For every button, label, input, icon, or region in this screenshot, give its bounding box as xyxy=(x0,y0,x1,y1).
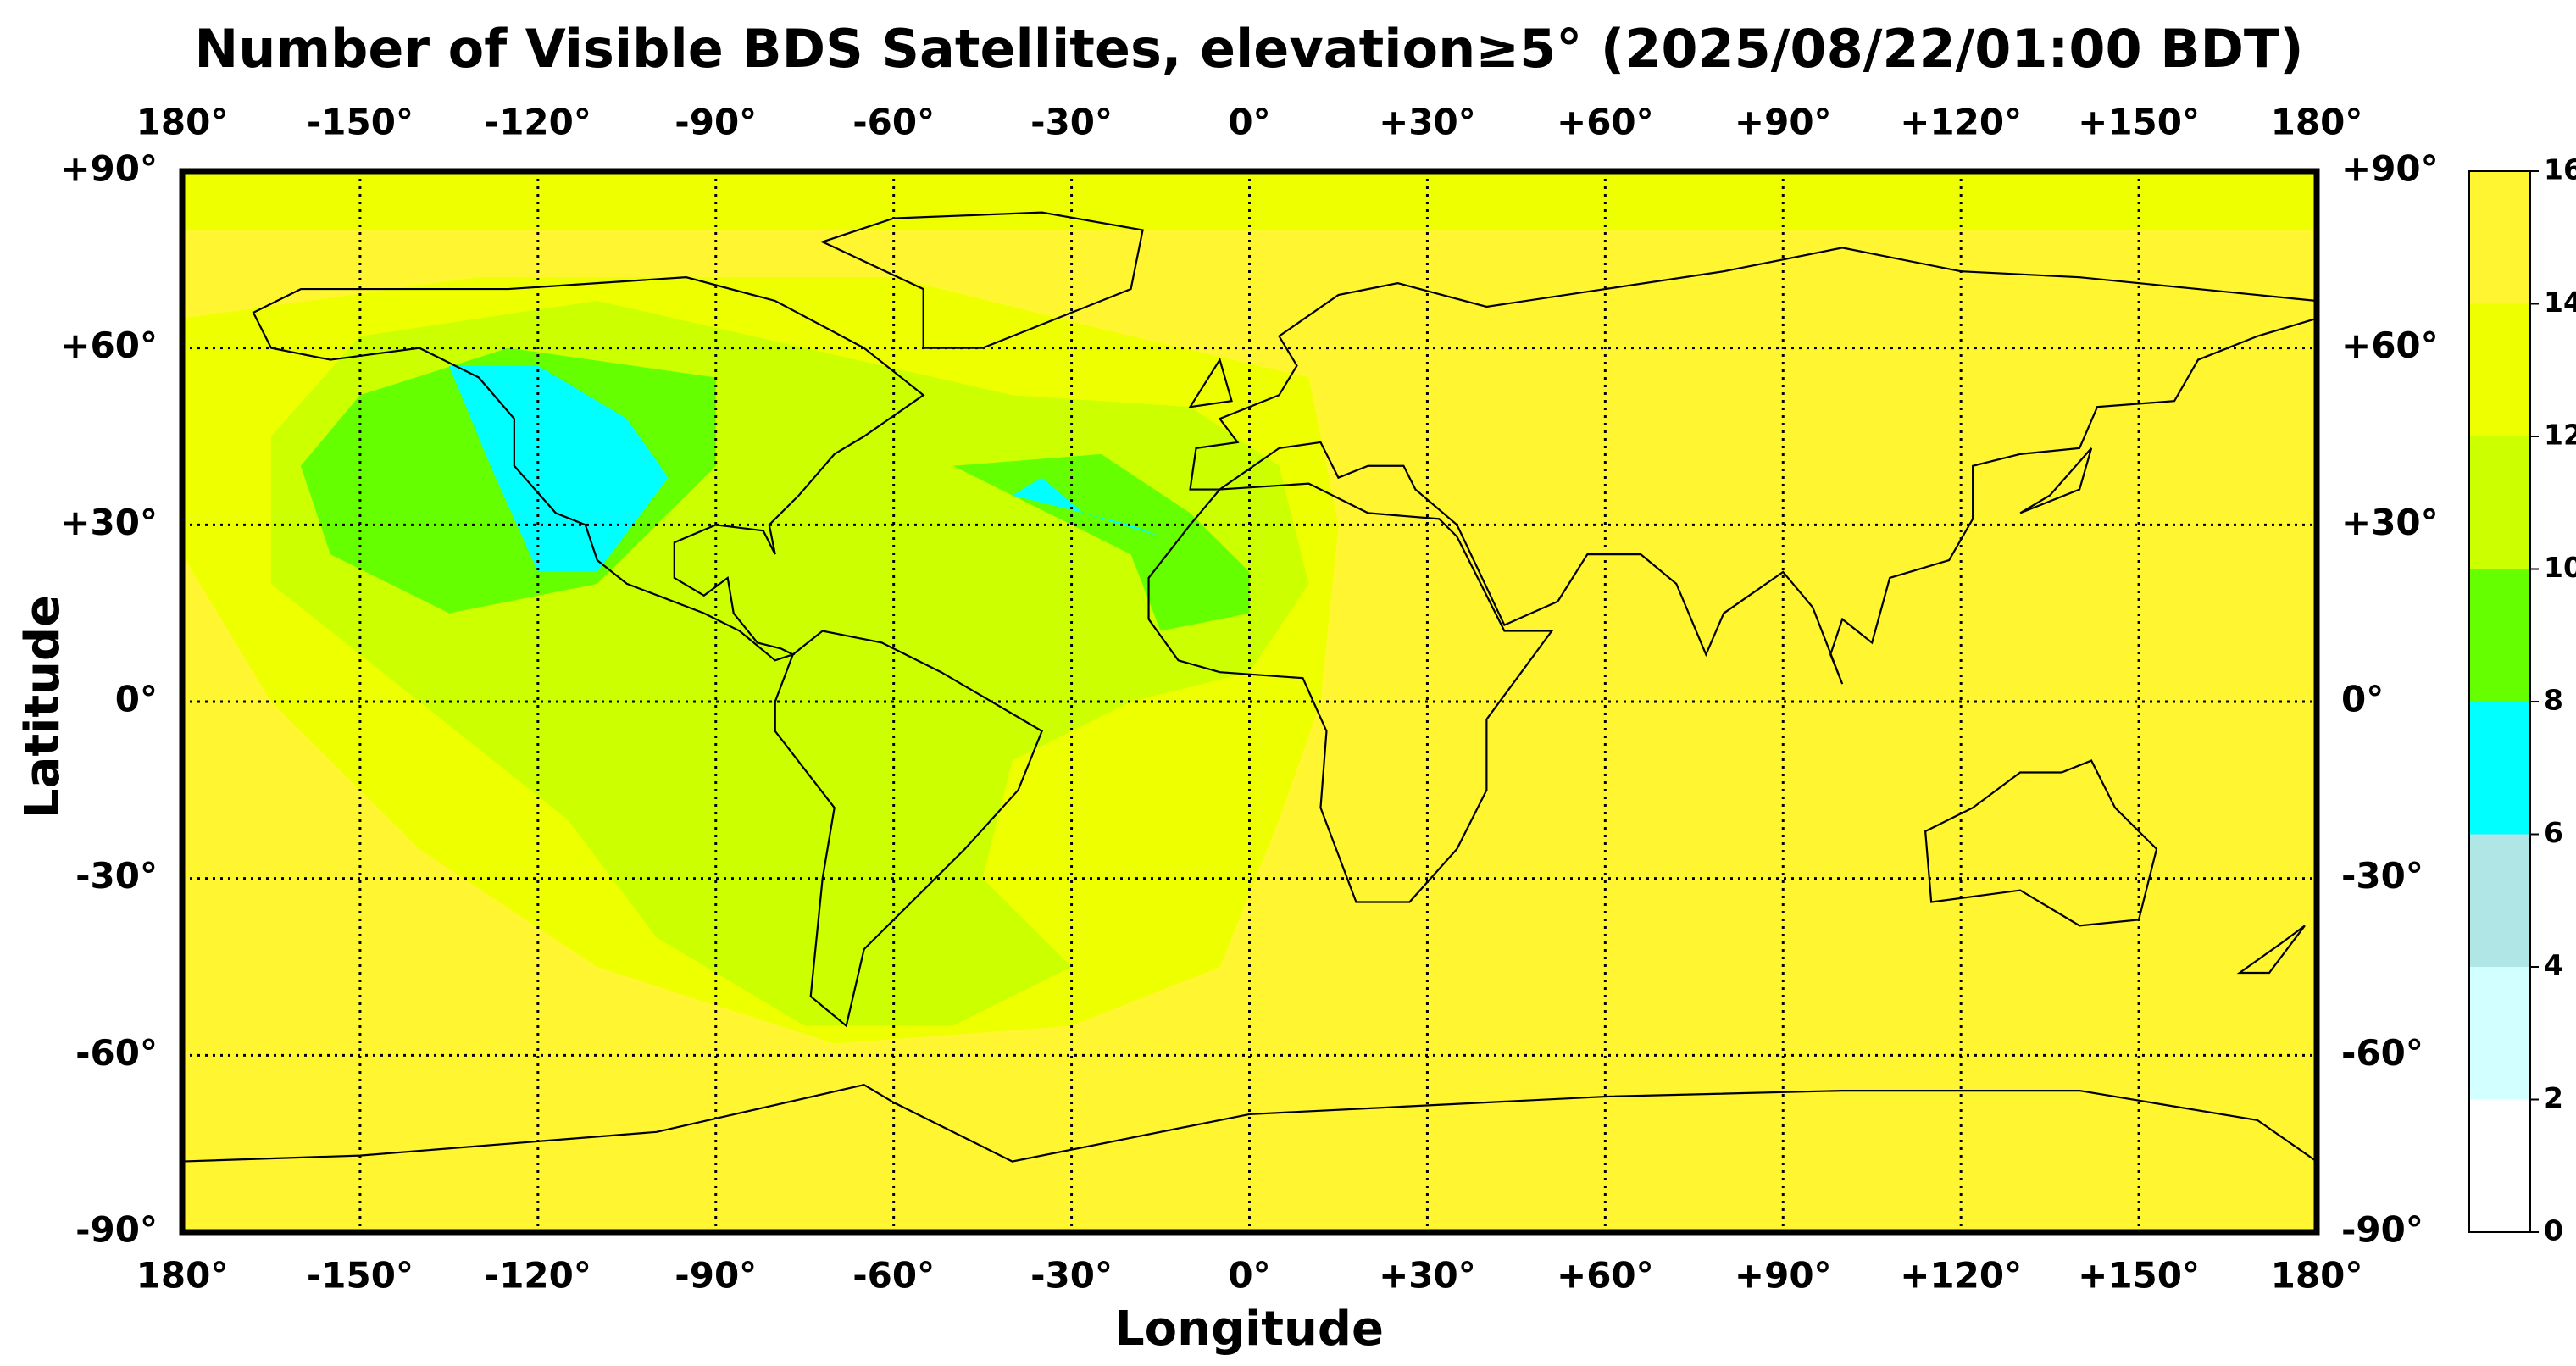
x-tick-label: 0° xyxy=(1228,1255,1270,1297)
colorbar-tick-label: 6 xyxy=(2544,816,2563,849)
x-tick-label: -150° xyxy=(307,1255,414,1297)
colorbar-tick-label: 10 xyxy=(2544,551,2576,584)
y-tick-label: 0° xyxy=(115,679,158,720)
y-tick-label: -30° xyxy=(2341,855,2423,897)
map-frame xyxy=(179,168,2320,1236)
x-tick-label: -60° xyxy=(852,102,935,143)
y-tick-label: +30° xyxy=(60,502,158,543)
y-tick-label: 0° xyxy=(2341,679,2384,720)
y-tick-label: +90° xyxy=(60,148,158,190)
y-tick-label: -60° xyxy=(75,1032,158,1074)
y-tick-label: +90° xyxy=(2341,148,2439,190)
x-tick-label: +30° xyxy=(1379,102,1476,143)
colorbar-tick-label: 4 xyxy=(2544,949,2563,982)
x-tick-label: -60° xyxy=(852,1255,935,1297)
colorbar-tick-label: 16 xyxy=(2544,153,2576,186)
colorbar-bin xyxy=(2469,1099,2530,1232)
x-tick-label: 180° xyxy=(136,1255,229,1297)
visibility-region xyxy=(182,171,2317,230)
x-tick-label: -120° xyxy=(485,102,591,143)
x-tick-label: -150° xyxy=(307,102,414,143)
x-tick-label: +90° xyxy=(1735,1255,1832,1297)
colorbar-bin xyxy=(2469,569,2530,702)
colorbar-bin xyxy=(2469,702,2530,835)
y-tick-label: -90° xyxy=(2341,1209,2423,1251)
y-tick-label: -30° xyxy=(75,855,158,897)
colorbar-bin xyxy=(2469,303,2530,436)
coastline xyxy=(253,277,924,660)
x-tick-label: +30° xyxy=(1379,1255,1476,1297)
colorbar-tick-label: 0 xyxy=(2544,1214,2563,1247)
colorbar-frame xyxy=(2468,170,2531,1233)
coastline xyxy=(1191,247,2317,684)
coastline xyxy=(1149,484,1552,902)
x-tick-label: -90° xyxy=(675,102,757,143)
x-axis-title: Longitude xyxy=(1114,1302,1384,1357)
y-tick-label: -90° xyxy=(75,1209,158,1251)
x-tick-label: +150° xyxy=(2078,102,2200,143)
x-tick-label: +120° xyxy=(1900,102,2022,143)
visibility-region xyxy=(448,365,669,572)
colorbar-tick-label: 14 xyxy=(2544,286,2576,319)
colorbar-tick-label: 8 xyxy=(2544,684,2563,717)
x-tick-label: -90° xyxy=(675,1255,757,1297)
x-tick-label: +150° xyxy=(2078,1255,2200,1297)
x-tick-label: -120° xyxy=(485,1255,591,1297)
y-tick-label: +60° xyxy=(2341,325,2439,366)
x-tick-label: 180° xyxy=(2271,102,2363,143)
coastlines xyxy=(182,213,2317,1162)
y-tick-label: -60° xyxy=(2341,1032,2423,1074)
colorbar-bin xyxy=(2469,967,2530,1100)
colorbar-bin xyxy=(2469,834,2530,967)
y-axis-title: Latitude xyxy=(15,595,70,819)
x-tick-label: +60° xyxy=(1557,102,1654,143)
colorbar-bin xyxy=(2469,171,2530,304)
chart-title: Number of Visible BDS Satellites, elevat… xyxy=(194,18,2303,80)
coastline xyxy=(1925,761,2157,926)
coastline xyxy=(823,213,1143,348)
coastline xyxy=(1191,360,2305,973)
colorbar-bin xyxy=(2469,436,2530,569)
x-tick-label: +120° xyxy=(1900,1255,2022,1297)
visibility-region xyxy=(1012,477,1161,537)
x-tick-label: -30° xyxy=(1030,102,1113,143)
coastline xyxy=(182,1085,2317,1161)
colorbar-tick-label: 2 xyxy=(2544,1081,2563,1114)
y-tick-label: +60° xyxy=(60,325,158,366)
x-tick-label: +90° xyxy=(1735,102,1832,143)
x-tick-label: 180° xyxy=(2271,1255,2363,1297)
x-tick-label: 0° xyxy=(1228,102,1270,143)
x-tick-label: +60° xyxy=(1557,1255,1654,1297)
coastline xyxy=(775,631,1042,1026)
y-tick-label: +30° xyxy=(2341,502,2439,543)
colorbar-tick-label: 12 xyxy=(2544,419,2576,452)
x-tick-label: 180° xyxy=(136,102,229,143)
x-tick-label: -30° xyxy=(1030,1255,1113,1297)
